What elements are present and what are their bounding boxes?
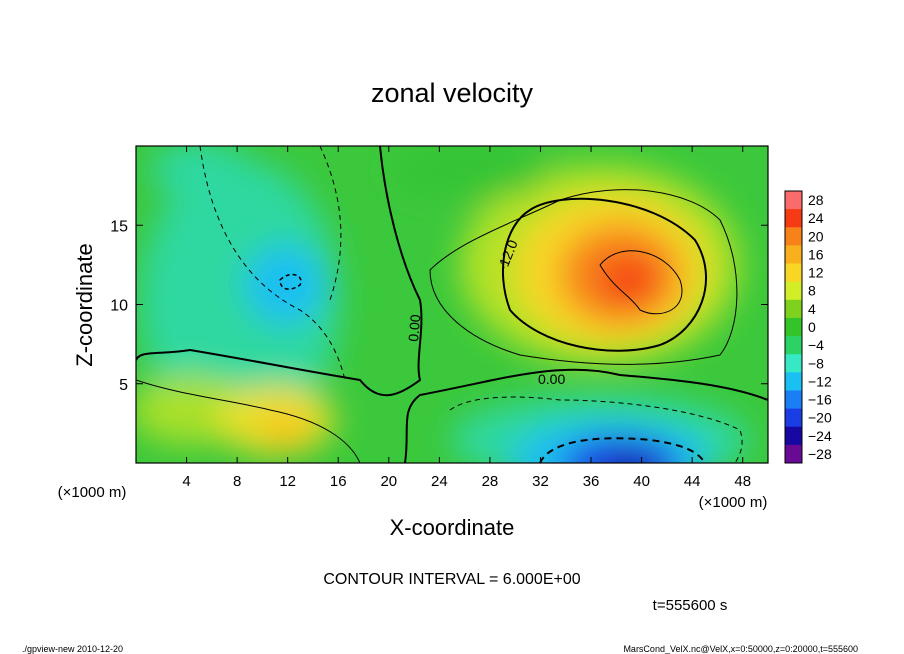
y-tick-label: 5 bbox=[119, 377, 128, 394]
colorbar-label: −12 bbox=[808, 373, 832, 389]
x-axis-ticks: 4 8 12 16 20 24 28 32 36 40 44 48 bbox=[182, 146, 751, 490]
x-unit-left: (×1000 m) bbox=[58, 484, 127, 501]
colorbar-label: −28 bbox=[808, 446, 832, 462]
chart-title: zonal velocity bbox=[371, 78, 534, 108]
footer-left: ./gpview-new 2010-12-20 bbox=[22, 644, 123, 654]
contour-interval: CONTOUR INTERVAL = 6.000E+00 bbox=[323, 571, 580, 588]
plot-area: -12.0 0.00 0.00 bbox=[136, 146, 768, 463]
colorbar-swatch bbox=[785, 426, 802, 446]
x-tick-label: 4 bbox=[182, 473, 190, 490]
colorbar-swatch bbox=[785, 281, 802, 301]
colorbar-swatch bbox=[785, 336, 802, 355]
x-tick-label: 24 bbox=[431, 473, 448, 490]
colorbar-label: 0 bbox=[808, 319, 816, 335]
colorbar-label: 16 bbox=[808, 246, 824, 262]
colorbar-label: 24 bbox=[808, 210, 824, 226]
x-unit-right: (×1000 m) bbox=[699, 494, 768, 511]
colorbar-swatch bbox=[785, 263, 802, 283]
contour-label-zero-top: 0.00 bbox=[405, 314, 423, 343]
x-tick-label: 36 bbox=[583, 473, 600, 490]
x-tick-label: 12 bbox=[279, 473, 296, 490]
x-tick-label: 28 bbox=[482, 473, 499, 490]
colorbar-swatch bbox=[785, 317, 802, 337]
colorbar-label: −4 bbox=[808, 337, 824, 353]
colorbar-label: −20 bbox=[808, 410, 832, 426]
colorbar-swatch bbox=[785, 227, 802, 246]
x-tick-label: 40 bbox=[633, 473, 650, 490]
colorbar-swatch bbox=[785, 299, 802, 319]
x-tick-label: 20 bbox=[380, 473, 397, 490]
y-tick-label: 15 bbox=[110, 218, 128, 235]
x-tick-label: 32 bbox=[532, 473, 549, 490]
colorbar-swatch bbox=[785, 245, 802, 265]
colorbar-label: 4 bbox=[808, 301, 816, 317]
contour-lines bbox=[136, 146, 768, 463]
colorbar-label: 8 bbox=[808, 283, 816, 299]
colorbar-swatch bbox=[785, 408, 802, 428]
x-axis-label: X-coordinate bbox=[390, 515, 515, 540]
colorbar-swatch bbox=[785, 372, 802, 391]
colorbar-swatch bbox=[785, 191, 802, 210]
time-stamp: t=555600 s bbox=[653, 597, 728, 614]
y-tick-label: 10 bbox=[110, 298, 128, 315]
colorbar-swatch bbox=[785, 390, 802, 410]
x-tick-label: 8 bbox=[233, 473, 241, 490]
footer-right: MarsCond_VelX.nc@VelX,x=0:50000,z=0:2000… bbox=[623, 644, 858, 654]
colorbar-frame bbox=[784, 190, 803, 464]
colorbar-label: 12 bbox=[808, 265, 824, 281]
x-tick-label: 44 bbox=[684, 473, 701, 490]
colorbar-label: 20 bbox=[808, 228, 824, 244]
colorbar-swatch bbox=[785, 444, 802, 464]
x-tick-label: 48 bbox=[734, 473, 751, 490]
colorbar-label: −8 bbox=[808, 355, 824, 371]
x-tick-label: 16 bbox=[330, 473, 347, 490]
contour-label-zero-bottom: 0.00 bbox=[538, 371, 565, 387]
y-axis-label: Z-coordinate bbox=[72, 243, 97, 367]
colorbar-label: 28 bbox=[808, 192, 824, 208]
colorbar: 28 24 20 16 12 8 4 0 −4 −8 −12 −16 −20 −24 −28 bbox=[784, 190, 832, 464]
colorbar-label: −16 bbox=[808, 392, 832, 408]
colorbar-swatch bbox=[785, 354, 802, 373]
colorbar-swatch bbox=[785, 209, 802, 228]
y-axis-ticks: 5 10 15 bbox=[110, 218, 768, 394]
colorbar-label: −24 bbox=[808, 428, 832, 444]
